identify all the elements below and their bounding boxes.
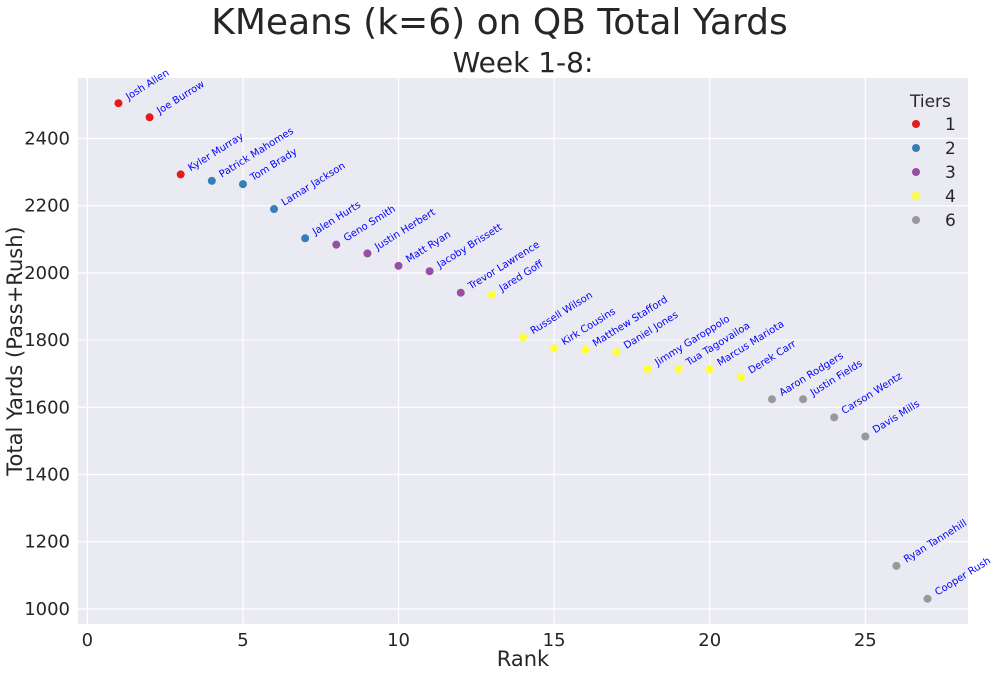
data-point [239, 180, 247, 188]
legend-marker [912, 120, 920, 128]
data-point [799, 395, 807, 403]
legend-title: Tiers [909, 92, 951, 112]
data-point [457, 289, 465, 297]
data-point [737, 373, 745, 381]
x-tick-label: 5 [237, 630, 248, 651]
legend-entry-label: 1 [945, 115, 956, 135]
data-point [332, 241, 340, 249]
x-axis-label: Rank [497, 647, 550, 671]
data-point [924, 595, 932, 603]
data-point [706, 365, 714, 373]
data-point [612, 348, 620, 356]
legend-entry-label: 3 [945, 163, 956, 183]
data-point [550, 344, 558, 352]
y-tick-label: 1600 [24, 397, 70, 418]
data-point [861, 433, 869, 441]
legend-entry-label: 4 [945, 187, 956, 207]
data-point [581, 346, 589, 354]
y-tick-label: 2400 [24, 128, 70, 149]
data-point [768, 395, 776, 403]
data-point [426, 267, 434, 275]
data-point [643, 365, 651, 373]
data-point [270, 205, 278, 213]
data-point [488, 291, 496, 299]
data-point [363, 249, 371, 257]
data-point [519, 333, 527, 341]
legend-entry-label: 6 [945, 211, 956, 231]
legend-marker [912, 144, 920, 152]
y-tick-label: 1000 [24, 599, 70, 620]
y-tick-label: 2000 [24, 263, 70, 284]
y-tick-label: 1800 [24, 330, 70, 351]
data-point [892, 562, 900, 570]
legend-marker [912, 192, 920, 200]
legend-entry-label: 2 [945, 139, 956, 159]
legend-marker [912, 168, 920, 176]
x-tick-label: 25 [854, 630, 877, 651]
x-tick-label: 20 [698, 630, 721, 651]
data-point [830, 413, 838, 421]
x-tick-label: 0 [82, 630, 93, 651]
y-tick-label: 1400 [24, 464, 70, 485]
y-tick-label: 1200 [24, 532, 70, 553]
y-axis-label: Total Yards (Pass+Rush) [3, 226, 27, 476]
y-tick-label: 2200 [24, 196, 70, 217]
data-point [395, 262, 403, 270]
data-point [301, 234, 309, 242]
data-point [208, 177, 216, 185]
data-point [114, 99, 122, 107]
data-point [177, 170, 185, 178]
legend-marker [912, 216, 920, 224]
data-point [146, 113, 154, 121]
data-point [675, 365, 683, 373]
x-tick-label: 10 [387, 630, 410, 651]
